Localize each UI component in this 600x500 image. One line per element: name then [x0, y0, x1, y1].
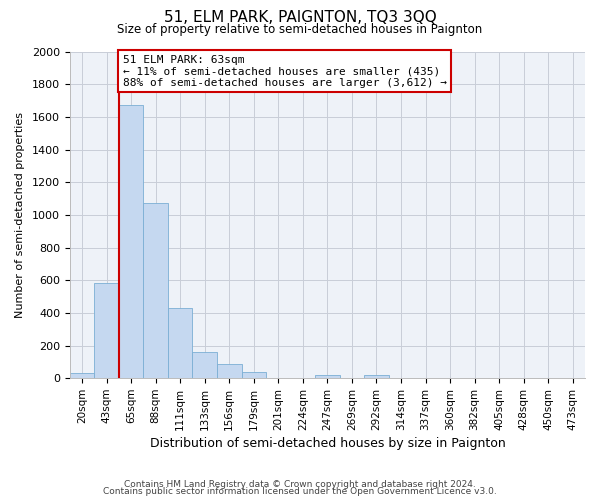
Text: 51, ELM PARK, PAIGNTON, TQ3 3QQ: 51, ELM PARK, PAIGNTON, TQ3 3QQ — [164, 10, 436, 25]
Bar — [242, 372, 266, 378]
Bar — [70, 374, 94, 378]
Bar — [94, 284, 119, 378]
Bar — [193, 352, 217, 378]
Text: Contains HM Land Registry data © Crown copyright and database right 2024.: Contains HM Land Registry data © Crown c… — [124, 480, 476, 489]
Text: Size of property relative to semi-detached houses in Paignton: Size of property relative to semi-detach… — [118, 22, 482, 36]
Text: Contains public sector information licensed under the Open Government Licence v3: Contains public sector information licen… — [103, 488, 497, 496]
X-axis label: Distribution of semi-detached houses by size in Paignton: Distribution of semi-detached houses by … — [149, 437, 505, 450]
Bar — [119, 106, 143, 378]
Y-axis label: Number of semi-detached properties: Number of semi-detached properties — [15, 112, 25, 318]
Text: 51 ELM PARK: 63sqm
← 11% of semi-detached houses are smaller (435)
88% of semi-d: 51 ELM PARK: 63sqm ← 11% of semi-detache… — [122, 55, 446, 88]
Bar — [143, 204, 168, 378]
Bar — [168, 308, 193, 378]
Bar — [315, 375, 340, 378]
Bar — [364, 375, 389, 378]
Bar — [217, 364, 242, 378]
